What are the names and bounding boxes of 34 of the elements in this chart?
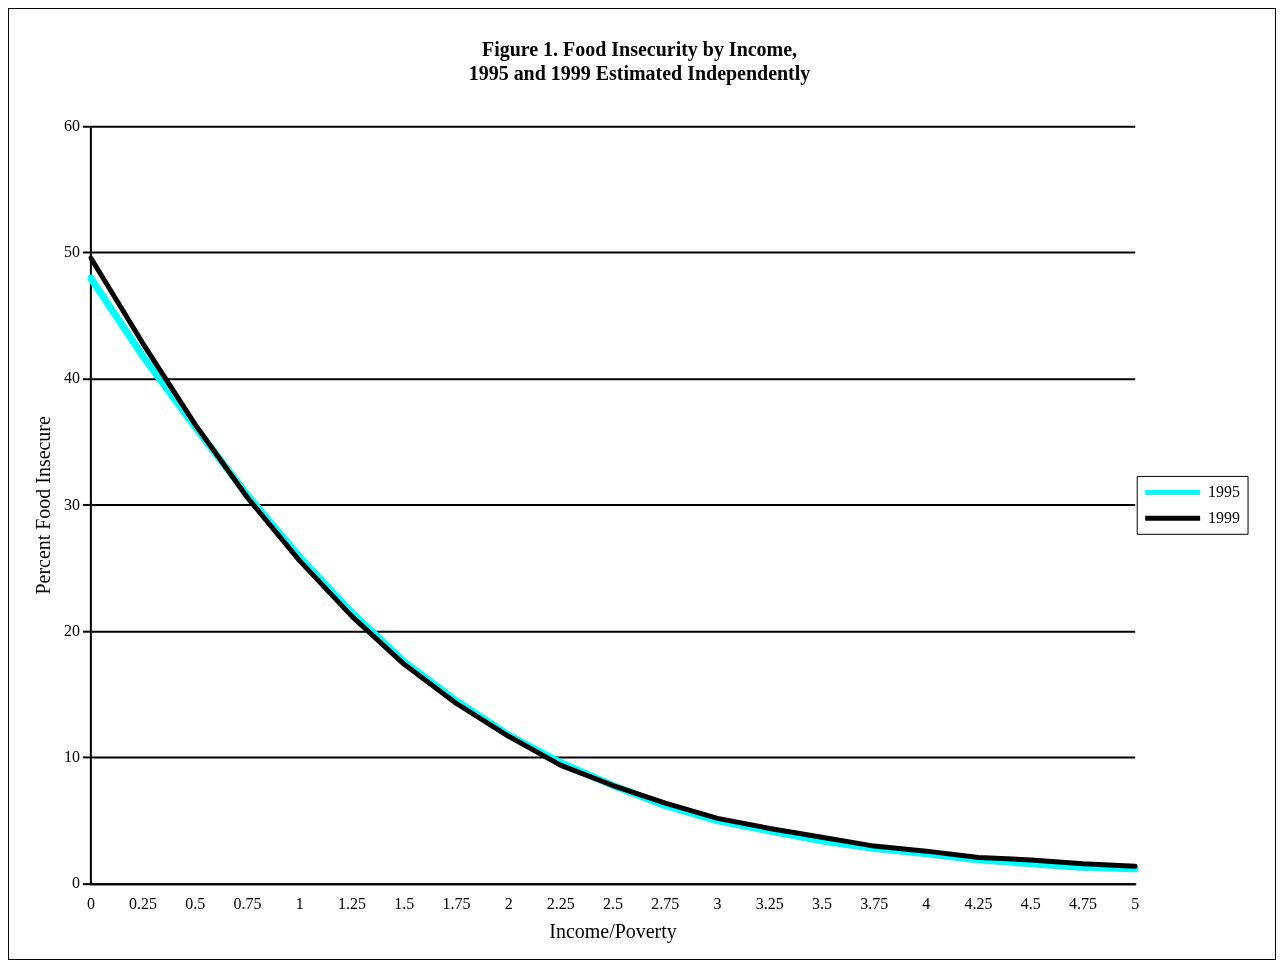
y-tick-label: 20	[63, 621, 80, 639]
x-tick-label: 1.25	[337, 894, 366, 912]
x-tick-label: 4	[922, 894, 931, 912]
x-tick-label: 1.5	[394, 894, 415, 912]
text: 1995 and 1999 Estimated Independently	[468, 62, 811, 85]
x-tick-label: 0.25	[129, 894, 158, 912]
y-tick-label: 10	[63, 747, 80, 765]
text: Figure 1. Food Insecurity by Income,	[481, 38, 798, 61]
x-tick-label: 4.75	[1069, 894, 1097, 912]
x-tick-label: 0.5	[185, 894, 206, 912]
y-tick-label: 60	[63, 116, 80, 134]
x-tick-label: 1	[295, 894, 304, 912]
x-tick-label: 3.5	[811, 894, 832, 912]
x-tick-label: 0	[86, 894, 95, 912]
x-axis-title: Income/Poverty	[549, 920, 677, 944]
x-tick-label: 3.75	[860, 894, 889, 912]
y-tick-label: 30	[63, 495, 80, 513]
x-tick-label: 0.75	[233, 894, 262, 912]
legend-label: 1995	[1208, 482, 1241, 500]
x-tick-label: 4.5	[1020, 894, 1041, 912]
x-tick-label: 1.75	[442, 894, 471, 912]
x-tick-label: 4.25	[964, 894, 993, 912]
x-tick-label: 2.25	[546, 894, 575, 912]
x-tick-label: 3.25	[755, 894, 784, 912]
y-tick-label: 40	[63, 369, 80, 387]
x-tick-label: 5	[1131, 894, 1140, 912]
y-tick-label: 0	[71, 874, 80, 892]
y-tick-label: 50	[63, 243, 80, 261]
x-tick-label: 2.75	[651, 894, 680, 912]
legend-label: 1999	[1208, 508, 1241, 526]
x-tick-label: 3	[713, 894, 722, 912]
y-axis-title: Percent Food Insecure	[32, 416, 55, 595]
x-tick-label: 2	[504, 894, 513, 912]
x-tick-label: 2.5	[603, 894, 624, 912]
